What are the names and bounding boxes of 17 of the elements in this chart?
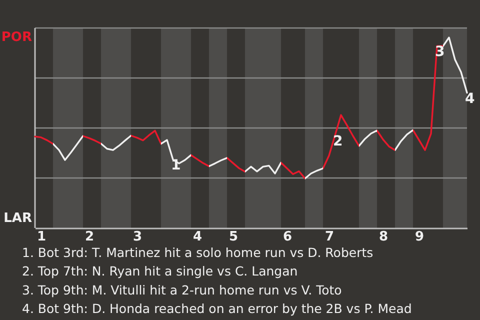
- text: 3. Top 9th: M. Vitulli hit a 2-run home run vs V. Toto: [22, 282, 342, 298]
- annotation: 4: [465, 90, 475, 107]
- x-tick-label: 9: [414, 230, 424, 244]
- x-tick-label: 3: [132, 230, 142, 244]
- x-tick-label: 1: [36, 230, 46, 244]
- text: POR: [1, 30, 32, 45]
- x-tick-label: 7: [324, 230, 334, 244]
- x-tick-label: 5: [228, 230, 238, 244]
- text: 2. Top 7th: N. Ryan hit a single vs C. Langan: [22, 264, 298, 279]
- text: LAR: [4, 211, 32, 226]
- text: 4. Bot 9th: D. Honda reached on an error by the 2B vs P. Mead: [22, 301, 412, 316]
- x-tick-label: 8: [378, 230, 388, 244]
- x-tick-label: 6: [282, 230, 292, 244]
- annotation: 2: [333, 133, 343, 150]
- x-tick-label: 4: [192, 230, 202, 244]
- x-tick-label: 2: [84, 230, 94, 244]
- text: 1. Bot 3rd: T. Martinez hit a solo home run vs D. Roberts: [22, 245, 374, 260]
